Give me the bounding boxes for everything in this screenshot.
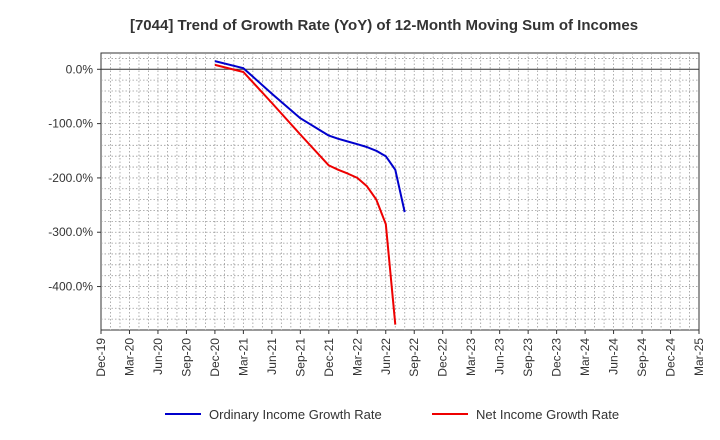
x-tick-label: Jun-22 [379, 338, 393, 375]
chart-title: [7044] Trend of Growth Rate (YoY) of 12-… [130, 17, 638, 34]
x-tick-label: Sep-21 [293, 338, 307, 377]
x-tick-label: Sep-24 [635, 338, 649, 377]
y-tick-label: -200.0% [48, 171, 93, 185]
y-tick-label: -400.0% [48, 280, 93, 294]
legend-label: Net Income Growth Rate [476, 407, 619, 422]
x-tick-label: Dec-19 [94, 338, 108, 377]
x-tick-label: Sep-22 [407, 338, 421, 377]
x-tick-label: Dec-24 [664, 338, 678, 377]
x-tick-label: Jun-23 [493, 338, 507, 375]
y-gridlines [101, 58, 699, 320]
x-tick-label: Mar-21 [236, 338, 250, 376]
x-tick-label: Jun-21 [265, 338, 279, 375]
y-tick-label: 0.0% [66, 62, 94, 76]
x-tick-label: Mar-25 [692, 338, 706, 376]
y-tick-label: -300.0% [48, 225, 93, 239]
x-tick-label: Mar-22 [350, 338, 364, 376]
x-tick-label: Mar-24 [578, 338, 592, 376]
legend: Ordinary Income Growth Rate Net Income Gr… [165, 407, 619, 422]
x-tick-label: Dec-20 [208, 338, 222, 377]
x-tick-label: Sep-20 [179, 338, 193, 377]
y-axis-tick-labels: 0.0% -100.0% -200.0% -300.0% -400.0% [48, 62, 101, 294]
x-tick-label: Dec-22 [436, 338, 450, 377]
x-tick-label: Dec-23 [550, 338, 564, 377]
x-tick-label: Sep-23 [521, 338, 535, 377]
series-lines [214, 60, 406, 325]
y-tick-label: -100.0% [48, 117, 93, 131]
legend-label: Ordinary Income Growth Rate [209, 407, 382, 422]
x-tick-label: Jun-20 [151, 338, 165, 375]
net-income-growth-line [214, 63, 397, 325]
x-tick-label: Dec-21 [322, 338, 336, 377]
x-tick-label: Mar-23 [464, 338, 478, 376]
x-tick-label: Mar-20 [122, 338, 136, 376]
x-tick-label: Jun-24 [607, 338, 621, 375]
x-axis-tick-labels: Dec-19 Mar-20 Jun-20 Sep-20 Dec-20 Mar-21 Jun-… [94, 330, 706, 377]
ordinary-income-growth-line [214, 60, 406, 213]
x-gridlines [110, 53, 690, 330]
